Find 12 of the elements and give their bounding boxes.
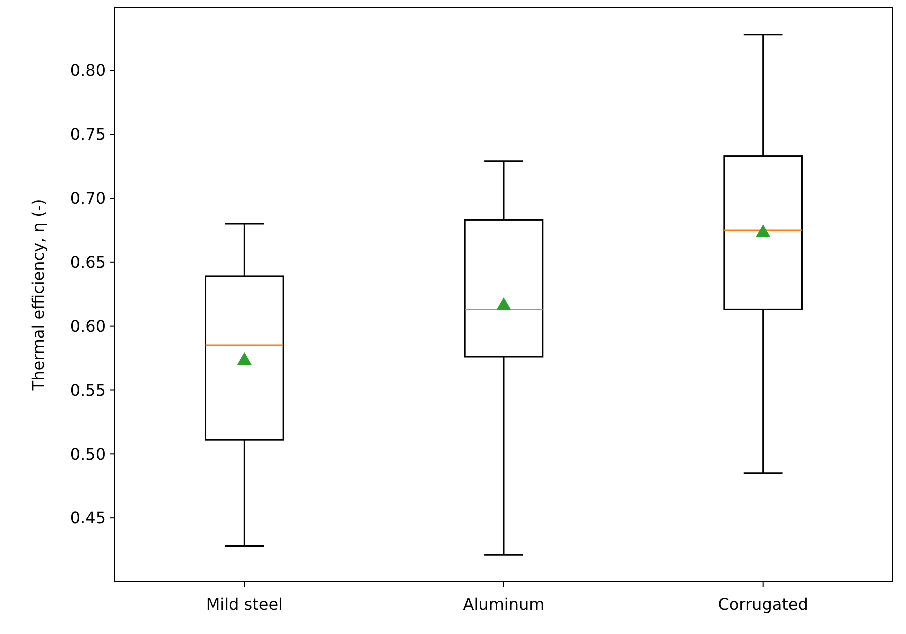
y-tick-label: 0.55	[70, 380, 106, 400]
y-tick-label: 0.50	[70, 444, 106, 464]
y-tick-label: 0.70	[70, 189, 106, 208]
y-tick-label: 0.65	[70, 253, 106, 272]
x-tick-label: Corrugated	[718, 595, 808, 614]
x-tick-label: Mild steel	[206, 595, 284, 614]
y-tick-label: 0.80	[70, 61, 106, 80]
y-tick-label: 0.75	[70, 125, 106, 144]
y-tick-label: 0.45	[70, 508, 106, 528]
x-tick-label: Aluminum	[463, 595, 545, 614]
y-axis-title: Thermal efficiency, η (-)	[29, 199, 48, 392]
y-tick-label: 0.60	[70, 316, 106, 336]
